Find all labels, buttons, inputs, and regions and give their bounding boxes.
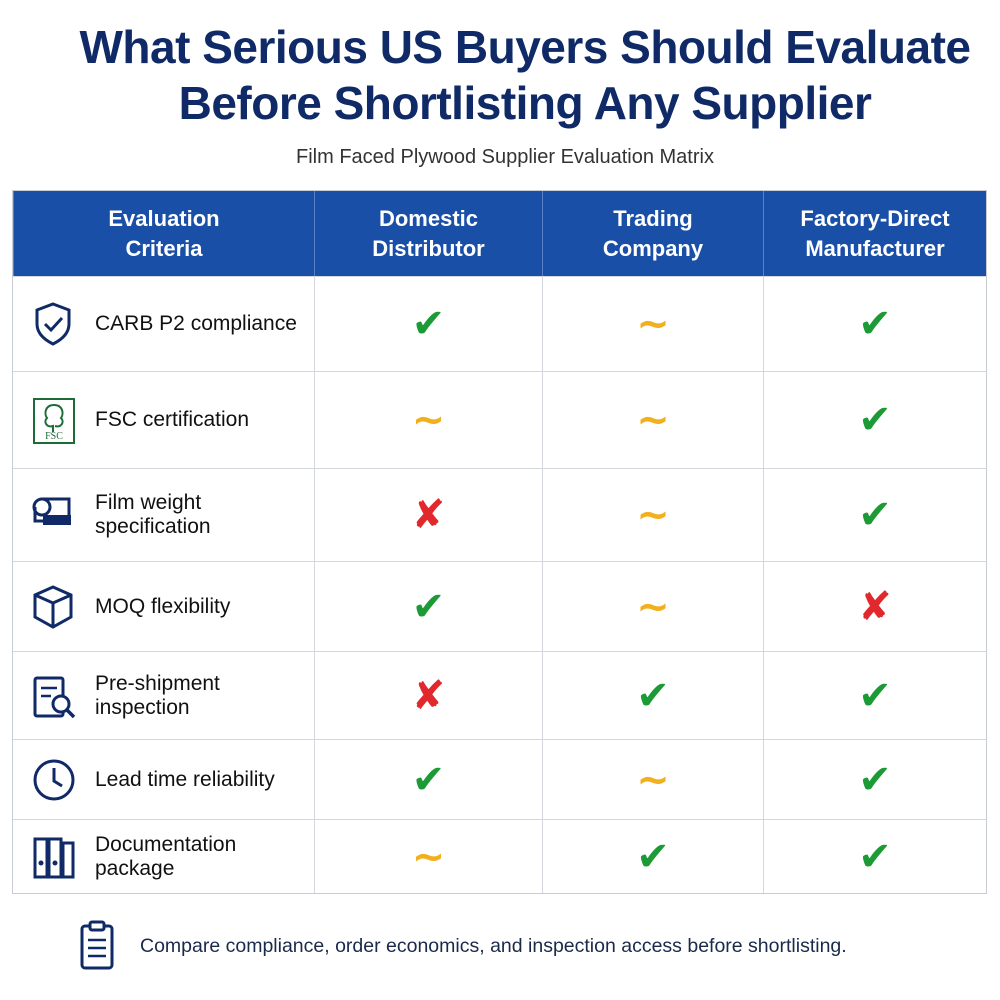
status-symbol: ~ — [636, 301, 670, 347]
table-row: MOQ flexibility ✔ ~ ✘ — [13, 561, 986, 651]
status-cell: ~ — [314, 372, 542, 468]
status-symbol: ~ — [636, 756, 670, 803]
header-text: Trading Company — [602, 205, 704, 261]
status-cell: ~ — [542, 740, 763, 819]
status-cell: ~ — [542, 372, 763, 468]
status-symbol: ✔ — [636, 833, 670, 880]
status-symbol: ✔ — [858, 833, 892, 880]
status-cell: ✔ — [763, 372, 986, 468]
criterion-icon — [33, 584, 73, 629]
status-symbol: ~ — [636, 583, 670, 630]
criterion-icon — [33, 837, 75, 878]
header-text: Factory-Direct Manufacturer — [800, 205, 950, 261]
criterion-cell: FSC FSC certification — [13, 372, 314, 468]
evaluation-table: Evaluation Criteria Domestic Distributor T… — [12, 190, 987, 894]
table-row: Pre-shipment inspection ✘ ✔ ✔ — [13, 651, 986, 739]
footer-text: Compare compliance, order economics, and… — [140, 935, 847, 957]
status-symbol: ✔ — [858, 397, 892, 443]
status-symbol: ✘ — [411, 672, 446, 719]
status-cell: ✔ — [314, 562, 542, 651]
title-line: What Serious US Buyers Should Evaluate — [79, 21, 971, 73]
criterion-cell: MOQ flexibility — [13, 562, 314, 651]
status-symbol: ✔ — [858, 301, 892, 347]
header-text: Domestic Distributor — [372, 205, 485, 261]
status-cell: ✘ — [314, 469, 542, 561]
status-cell: ✘ — [314, 652, 542, 739]
header-cell: Domestic Distributor — [314, 191, 542, 276]
criterion-text: Film weight specification — [95, 491, 211, 538]
criterion-icon — [33, 759, 75, 800]
criterion-icon — [33, 676, 76, 718]
status-symbol: ~ — [411, 397, 446, 443]
status-symbol: ✘ — [411, 492, 446, 538]
status-symbol: ~ — [636, 492, 670, 538]
criterion-text: Lead time reliability — [95, 767, 275, 791]
header-text: Evaluation Criteria — [108, 205, 220, 261]
subtitle: Film Faced Plywood Supplier Evaluation M… — [296, 146, 714, 168]
criterion-cell: Documentation package — [13, 820, 314, 893]
criterion-text: MOQ flexibility — [95, 594, 231, 618]
status-symbol: ✘ — [858, 583, 892, 630]
status-symbol: ✔ — [858, 492, 892, 538]
criterion-text: CARB P2 compliance — [95, 312, 297, 335]
status-symbol: ✔ — [858, 672, 892, 719]
status-cell: ✔ — [763, 469, 986, 561]
status-cell: ✔ — [314, 277, 542, 371]
status-symbol: ~ — [636, 397, 670, 443]
status-cell: ~ — [542, 469, 763, 561]
table-row: Film weight specification ✘ ~ ✔ — [13, 468, 986, 561]
footer-icon — [80, 920, 114, 970]
criterion-text: Pre-shipment inspection — [95, 671, 220, 719]
status-cell: ✔ — [314, 740, 542, 819]
criterion-text: FSC certification — [95, 408, 250, 431]
status-cell: ✔ — [763, 820, 986, 893]
header-cell: Evaluation Criteria — [13, 191, 314, 276]
table-row: Lead time reliability ✔ ~ ✔ — [13, 739, 986, 819]
status-cell: ✔ — [542, 820, 763, 893]
status-cell: ✔ — [763, 277, 986, 371]
status-symbol: ✔ — [411, 583, 446, 630]
status-symbol: ✔ — [636, 672, 670, 719]
status-cell: ~ — [314, 820, 542, 893]
header-row: Evaluation Criteria Domestic Distributor T… — [13, 191, 986, 276]
status-symbol: ✔ — [411, 756, 446, 803]
fsc-label: FSC — [45, 431, 63, 442]
criterion-icon: FSC — [33, 398, 75, 444]
criterion-cell: CARB P2 compliance — [13, 277, 314, 371]
status-symbol: ✔ — [858, 756, 892, 803]
table-row: CARB P2 compliance ✔ ~ ✔ — [13, 276, 986, 371]
status-cell: ✔ — [542, 652, 763, 739]
header-cell: Trading Company — [542, 191, 763, 276]
criterion-cell: Lead time reliability — [13, 740, 314, 819]
criterion-text: Documentation package — [95, 832, 237, 880]
criterion-icon — [35, 302, 71, 346]
table-row: FSC FSC certification ~ ~ ✔ — [13, 371, 986, 468]
title-line: Before Shortlisting Any Supplier — [178, 77, 872, 129]
status-cell: ~ — [542, 277, 763, 371]
table-row: Documentation package ~ ✔ ✔ — [13, 819, 986, 893]
status-cell: ✔ — [763, 652, 986, 739]
header-cell: Factory-Direct Manufacturer — [763, 191, 986, 276]
criterion-cell: Film weight specification — [13, 469, 314, 561]
status-symbol: ✔ — [411, 301, 446, 347]
status-cell: ~ — [542, 562, 763, 651]
status-symbol: ~ — [411, 833, 446, 880]
status-cell: ✔ — [763, 740, 986, 819]
status-cell: ✘ — [763, 562, 986, 651]
criterion-cell: Pre-shipment inspection — [13, 652, 314, 739]
criterion-icon — [32, 497, 71, 525]
